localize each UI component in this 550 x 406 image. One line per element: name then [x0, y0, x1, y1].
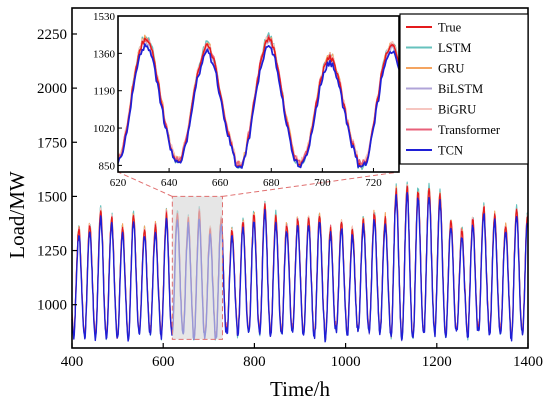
inset-x-tick-label: 700: [314, 177, 331, 189]
legend-label-tcn: TCN: [438, 144, 463, 158]
inset-x-tick-label: 620: [110, 177, 127, 189]
zoom-connector-line: [117, 171, 173, 197]
y-tick-label: 1000: [37, 298, 67, 314]
legend-label-bigru: BiGRU: [438, 103, 476, 117]
legend-label-bilstm: BiLSTM: [438, 82, 483, 96]
main-plot-decorations: [171, 195, 223, 340]
zoom-connector-line: [222, 171, 400, 197]
inset-y-tick-label: 1020: [93, 123, 116, 135]
legend-label-true: True: [438, 21, 462, 35]
inset-series: [118, 32, 399, 171]
y-tick-label: 2250: [37, 27, 67, 43]
x-tick-label: 1000: [331, 354, 361, 370]
inset-zoom-plot: 620 640 660 680 700 720 850 1020 1190 1360 1530: [93, 11, 400, 197]
inset-x-tick-label: 660: [212, 177, 229, 189]
legend-label-transformer: Transformer: [438, 123, 501, 137]
x-tick-label: 600: [152, 354, 175, 370]
x-tick-label: 1400: [513, 354, 543, 370]
legend-label-lstm: LSTM: [438, 41, 471, 55]
zoom-region-box: [171, 195, 223, 340]
inset-y-tick-label: 1190: [93, 86, 115, 98]
y-tick-label: 1500: [37, 189, 67, 205]
series-line-tcn: [71, 192, 529, 343]
main-plot-series: [71, 181, 529, 343]
y-axis-title: Load/MW: [5, 171, 29, 259]
inset-x-tick-label: 680: [263, 177, 280, 189]
x-axis-title: Time/h: [270, 377, 330, 401]
y-tick-label: 1250: [37, 244, 67, 260]
x-tick-label: 1200: [422, 354, 452, 370]
x-tick-label: 400: [61, 354, 84, 370]
inset-series-line-tcn: [118, 43, 399, 169]
inset-y-tick-label: 1530: [93, 11, 116, 23]
y-tick-label: 1750: [37, 135, 67, 151]
inset-x-tick-label: 720: [365, 177, 382, 189]
inset-y-tick-label: 1360: [93, 48, 116, 60]
main-plot-axes: 400 600 800 1000 1200 1400 1000 1250 1500 1750 200…: [37, 7, 543, 370]
legend-label-gru: GRU: [438, 62, 464, 76]
inset-x-tick-label: 640: [161, 177, 178, 189]
inset-frame: [117, 15, 400, 173]
y-tick-label: 2000: [37, 81, 67, 97]
inset-y-tick-label: 850: [99, 160, 116, 172]
main-plot-frame: [71, 7, 529, 349]
legend-box: [399, 13, 529, 165]
legend: True LSTM GRU BiLSTM BiGRU Transformer TCN: [399, 13, 529, 165]
x-tick-label: 800: [243, 354, 266, 370]
